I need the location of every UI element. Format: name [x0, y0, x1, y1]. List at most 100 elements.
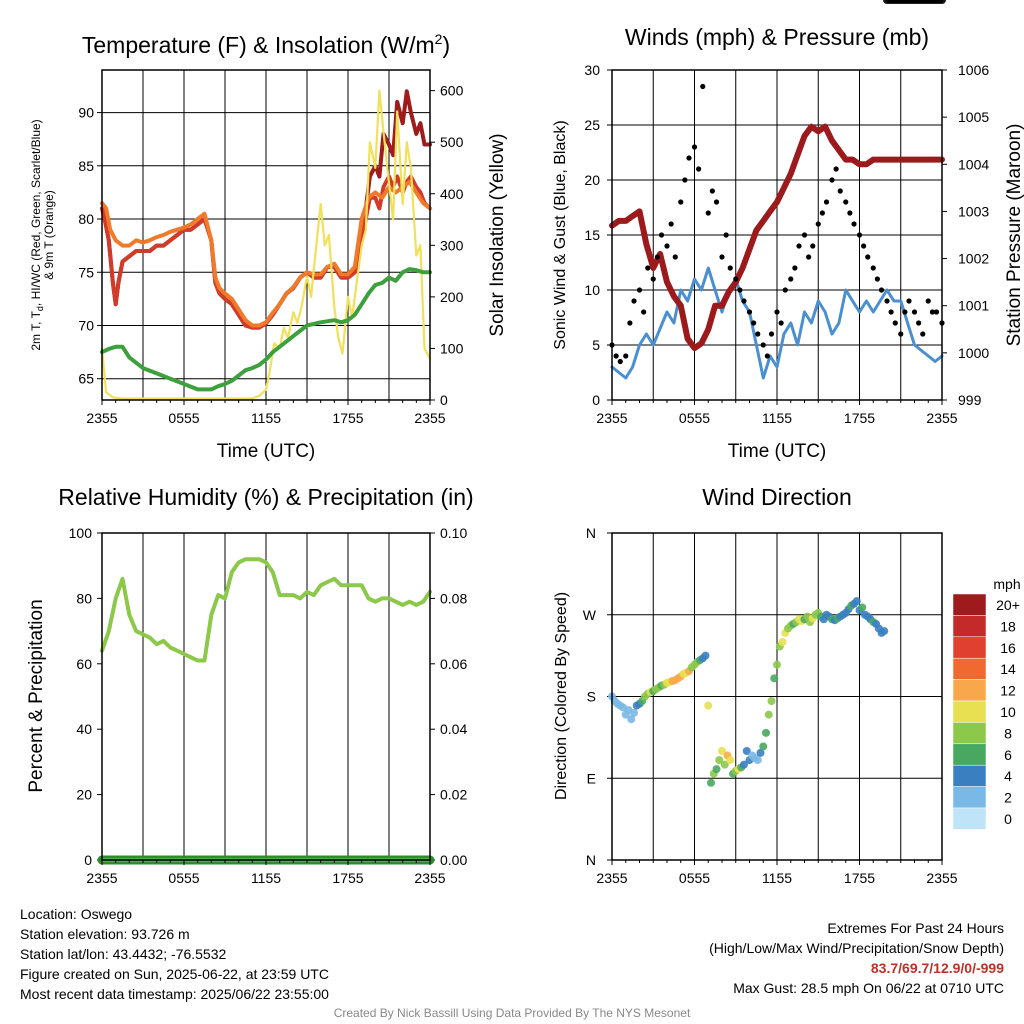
y-tick-label: N	[586, 525, 596, 541]
gust-point	[733, 276, 739, 282]
y2-tick-label: 0.06	[440, 656, 467, 672]
direction-point	[712, 765, 721, 774]
y-tick-label: 10	[584, 282, 600, 298]
gust-point	[916, 320, 922, 326]
legend-swatch	[952, 764, 987, 787]
y-tick-label: 65	[78, 371, 94, 387]
y2-tick-label: 1001	[958, 298, 989, 314]
y2-tick-label: 1000	[958, 345, 989, 361]
gust-point	[696, 166, 702, 172]
panel-3-grid	[142, 533, 390, 860]
x-tick-label: 0555	[168, 870, 199, 886]
gust-point	[746, 309, 753, 315]
y-tick-label: 5	[592, 337, 600, 353]
gust-point	[654, 254, 660, 260]
gust-point	[902, 309, 908, 315]
legend-title: mph	[993, 576, 1020, 592]
legend-swatch	[952, 679, 987, 702]
gust-point	[636, 287, 643, 293]
gust-point	[829, 177, 835, 183]
y2-tick-label: 0.00	[440, 852, 467, 868]
legend-swatch	[952, 657, 987, 680]
gust-point	[700, 83, 706, 90]
legend-label: 12	[1000, 683, 1016, 699]
gust-point	[806, 254, 812, 260]
legend-swatch	[952, 722, 987, 745]
x-tick-label: 1755	[332, 410, 363, 426]
legend-swatch	[952, 786, 987, 809]
direction-point	[759, 742, 768, 751]
gust-point	[751, 320, 757, 326]
y2-tick-label: 999	[958, 392, 982, 408]
x-tick-label: 2355	[596, 870, 627, 886]
direction-point	[770, 674, 779, 683]
y-axis-label: Direction (Colored By Speed)	[553, 592, 570, 800]
gust-point	[906, 298, 912, 304]
location-text: Location: Oswego	[20, 906, 133, 922]
series-line-4	[100, 267, 432, 392]
y2-tick-label: 600	[440, 83, 464, 99]
y2-tick-label: 500	[440, 134, 464, 150]
gust-point	[713, 199, 720, 205]
gust-point	[627, 320, 633, 326]
y-axis-label-group: Direction (Colored By Speed)	[553, 592, 570, 800]
gust-point	[650, 276, 656, 282]
legend-label: 14	[1000, 661, 1016, 677]
gust-point	[874, 276, 880, 282]
station-info: Location: Oswego Station elevation: 93.7…	[20, 904, 329, 1004]
series-line-3	[100, 89, 432, 400]
y2-tick-label: 0.08	[440, 590, 467, 606]
direction-point	[718, 747, 726, 755]
y-tick-label: 20	[584, 172, 600, 188]
y-tick-label: E	[587, 770, 596, 786]
gust-point	[823, 199, 830, 205]
direction-point	[880, 627, 889, 636]
gust-point	[865, 254, 871, 260]
gust-point	[861, 243, 867, 249]
direction-point	[720, 760, 729, 769]
y2-tick-label: 1004	[958, 156, 989, 172]
gust-point	[672, 254, 678, 260]
chart-title: Winds (mph) & Pressure (mb)	[625, 24, 929, 50]
sustained-wind-line	[610, 266, 944, 380]
x-tick-label: 1755	[844, 410, 875, 426]
y2-axis-label: Station Pressure (Maroon)	[1004, 124, 1024, 347]
gust-point	[691, 144, 698, 150]
y-tick-label: 60	[76, 656, 92, 672]
gust-point	[847, 210, 853, 216]
gust-point	[709, 188, 715, 194]
direction-point	[764, 710, 773, 719]
direction-point	[707, 778, 715, 787]
y2-tick-label: 1003	[958, 203, 989, 219]
gust-point	[631, 298, 637, 304]
y2-tick-label: 100	[440, 340, 464, 356]
y-tick-label: 0	[84, 852, 92, 868]
extremes-title: Extremes For Past 24 Hours	[827, 920, 1004, 936]
direction-point	[627, 715, 636, 724]
y-axis-label-group: Sonic Wind & Gust (Blue, Black)	[552, 120, 569, 349]
legend-label: 8	[1004, 725, 1012, 741]
gust-point	[792, 265, 798, 271]
y-axis-label-group: Percent & Precipitation	[26, 599, 47, 792]
gust-point	[617, 358, 623, 365]
legend-swatch	[952, 807, 987, 830]
extremes-values: 83.7/69.7/12.9/0/-999	[870, 960, 1004, 976]
legend-swatch	[952, 593, 987, 616]
legend-swatch	[952, 743, 987, 766]
gust-point	[682, 177, 688, 183]
y2-tick-label: 1005	[958, 109, 989, 125]
gust-point	[658, 232, 665, 238]
gust-point	[911, 309, 918, 315]
gust-point	[623, 353, 629, 359]
x-axis-label: Time (UTC)	[217, 441, 316, 462]
gust-point	[810, 243, 816, 249]
direction-point	[630, 708, 638, 717]
gust-point	[833, 166, 839, 172]
legend-label: 0	[1004, 811, 1012, 827]
gust-point	[898, 331, 904, 337]
gust-point	[884, 298, 890, 304]
direction-point	[756, 748, 765, 757]
direction-point	[753, 756, 762, 765]
direction-point	[740, 760, 748, 769]
